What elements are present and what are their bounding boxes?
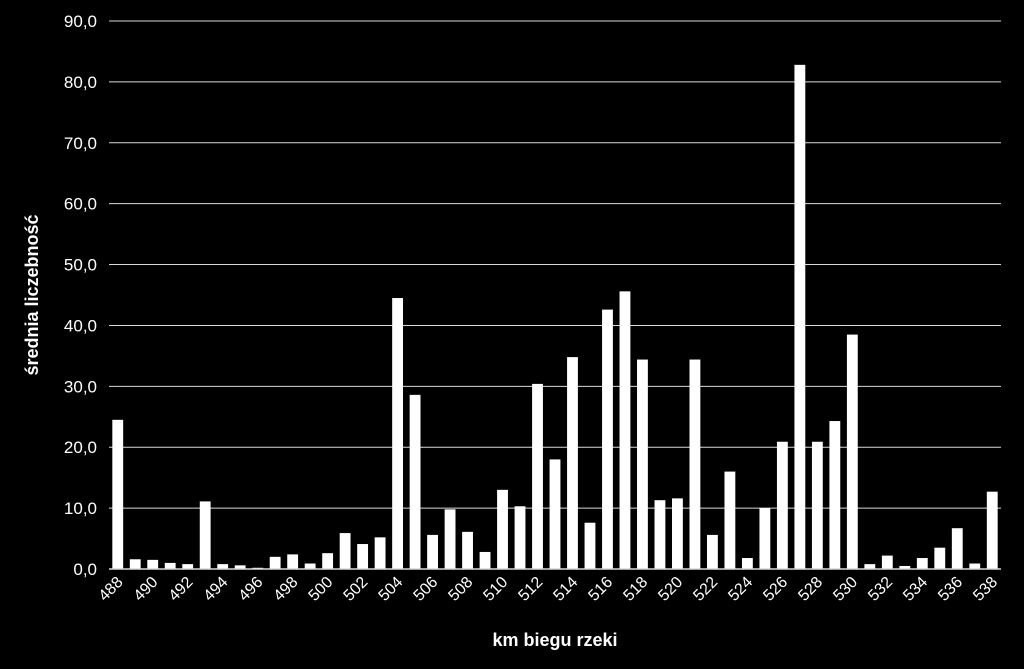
y-tick-label: 80,0	[64, 73, 97, 92]
y-tick-label: 40,0	[64, 316, 97, 335]
bar-499	[304, 563, 316, 569]
bar-495	[234, 565, 246, 569]
bar-528	[811, 441, 823, 569]
x-axis-title: km biegu rzeki	[492, 630, 617, 650]
bar-502	[357, 544, 369, 569]
bar-513	[549, 459, 561, 569]
bar-490	[147, 559, 159, 569]
bar-537	[969, 563, 981, 569]
x-tick-label: 526	[760, 574, 791, 605]
x-tick-label: 508	[445, 574, 476, 605]
bar-525	[759, 508, 771, 569]
bar-534	[916, 558, 928, 569]
bar-488	[112, 419, 124, 569]
x-tick-label: 516	[585, 574, 616, 605]
bar-511	[514, 506, 526, 569]
x-tick-label: 488	[96, 574, 127, 605]
x-tick-label: 518	[620, 574, 651, 605]
x-tick-label: 492	[166, 574, 197, 605]
bar-517	[619, 291, 631, 569]
bar-535	[934, 547, 946, 569]
bar-530	[846, 334, 858, 569]
bar-491	[164, 562, 176, 569]
bar-509	[479, 551, 491, 569]
y-tick-label: 30,0	[64, 377, 97, 396]
y-tick-label: 90,0	[64, 12, 97, 31]
bar-523	[724, 471, 736, 569]
bar-506	[427, 534, 438, 569]
bar-536	[951, 528, 963, 569]
y-axis-title: średnia liczebność	[22, 214, 42, 375]
bar-532	[881, 555, 893, 569]
bar-510	[497, 489, 508, 569]
x-tick-label: 522	[690, 574, 721, 605]
bar-514	[567, 357, 578, 569]
y-axis-tick-labels: 0,0 10,0 20,0 30,0 40,0 50,0 60,0 70,0 80,0 90,0	[64, 12, 97, 579]
x-tick-label: 510	[480, 574, 511, 605]
bar-518	[637, 359, 648, 569]
x-tick-label: 520	[655, 574, 686, 605]
x-tick-label: 532	[865, 574, 896, 605]
y-tick-label: 50,0	[64, 256, 97, 275]
y-tick-label: 10,0	[64, 499, 97, 518]
x-tick-label: 530	[830, 574, 861, 605]
x-tick-label: 512	[515, 574, 546, 605]
bar-519	[654, 500, 666, 569]
y-tick-label: 60,0	[64, 195, 97, 214]
bar-498	[287, 554, 299, 569]
bar-526	[776, 441, 788, 569]
y-tick-label: 70,0	[64, 134, 97, 153]
x-tick-label: 504	[376, 574, 407, 605]
bar-489	[129, 559, 141, 569]
x-tick-label: 498	[271, 574, 302, 605]
bar-524	[741, 558, 753, 569]
bar-503	[374, 537, 386, 569]
x-tick-label: 506	[410, 574, 441, 605]
bar-504	[392, 298, 404, 569]
x-axis-tick-labels: 488 490 492 494 496 498 500 502 504 506 508 510 512 5…	[96, 574, 1001, 605]
bar-538	[986, 491, 998, 569]
x-tick-label: 490	[131, 574, 162, 605]
x-tick-label: 538	[970, 574, 1001, 605]
bar-507	[444, 509, 456, 569]
bar-529	[829, 421, 841, 569]
x-tick-label: 534	[900, 574, 931, 605]
x-tick-label: 496	[236, 574, 267, 605]
x-tick-label: 494	[201, 574, 232, 605]
bars	[112, 64, 998, 569]
x-tick-label: 536	[935, 574, 966, 605]
bar-505	[409, 394, 421, 569]
x-tick-label: 524	[725, 574, 756, 605]
bar-492	[182, 564, 194, 569]
bar-512	[532, 383, 543, 569]
bar-493	[199, 501, 211, 569]
x-tick-label: 500	[306, 574, 337, 605]
bar-516	[602, 309, 613, 569]
x-tick-label: 528	[795, 574, 826, 605]
bar-522	[706, 534, 718, 569]
bar-520	[672, 498, 683, 569]
y-tick-label: 0,0	[73, 560, 97, 579]
x-tick-label: 502	[341, 574, 372, 605]
bar-500	[322, 553, 334, 569]
bar-494	[217, 564, 229, 569]
grid-lines	[109, 20, 1001, 509]
bar-527	[794, 64, 806, 569]
bar-533	[899, 565, 911, 569]
bar-501	[339, 533, 351, 569]
bar-531	[864, 564, 876, 569]
bar-508	[462, 531, 473, 569]
bar-515	[584, 522, 596, 569]
bar-521	[689, 359, 701, 569]
x-tick-label: 514	[550, 574, 581, 605]
y-tick-label: 20,0	[64, 438, 97, 457]
bar-497	[269, 556, 281, 569]
